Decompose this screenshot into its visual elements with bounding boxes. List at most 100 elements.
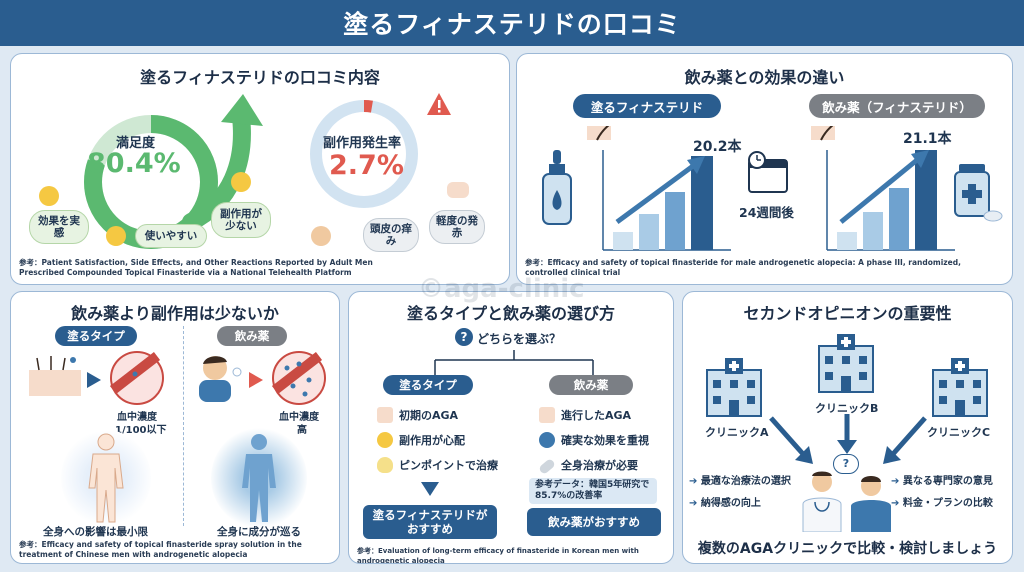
- convergence-arrows: [769, 414, 927, 464]
- left-point: ➔ 納得感の向上: [689, 498, 761, 509]
- dropper-bottle-icon: [542, 150, 572, 225]
- label-oral-type: 飲み薬: [217, 326, 287, 346]
- growth-bar: [639, 214, 659, 250]
- topical-value: 20.2本: [693, 139, 742, 155]
- panel-second-opinion-title: セカンドオピニオンの重要性: [743, 304, 952, 323]
- right-item: 確実な効果を重視: [539, 432, 649, 448]
- blood-vessel-icon: [271, 351, 326, 405]
- label-topical: 塗るフィナステリド: [573, 94, 721, 118]
- scalp-icon: [377, 407, 393, 423]
- panel-side-effects-ref: 参考：Efficacy and safety of topical finast…: [19, 540, 302, 559]
- left-item: 初期のAGA: [377, 407, 458, 423]
- doctor-icon: [802, 471, 842, 532]
- left-point: ➔ 最適な治療法の選択: [689, 476, 791, 487]
- decision-branch: [434, 350, 594, 378]
- label-topical-type: 塗るタイプ: [55, 326, 137, 346]
- person-taking-pill-icon: [199, 356, 242, 402]
- period-label: 24週間後: [739, 205, 794, 220]
- oral-value: 21.1本: [903, 131, 952, 147]
- panel-reviews-title: 塗るフィナステリドの口コミ内容: [140, 68, 380, 87]
- panel-efficacy-title: 飲み薬との効果の違い: [684, 68, 845, 87]
- left-caption: 全身への影響は最小限: [43, 526, 148, 538]
- arrow-right-icon: [249, 372, 263, 388]
- growth-bar: [665, 192, 685, 250]
- sad-face-icon: [311, 226, 331, 246]
- panel-side-effects: 飲み薬より副作用は少ないか 塗るタイプ 飲み薬 血中濃度 1/100以下 血中濃…: [10, 291, 340, 564]
- satisfaction-value: 80.4%: [87, 148, 181, 179]
- footer-message: 複数のAGAクリニックで比較・検討しましょう: [697, 541, 998, 557]
- growth-bar: [837, 232, 857, 250]
- right-point: ➔ 料金・プランの比較: [891, 498, 993, 509]
- topical-growth-chart: [587, 126, 731, 251]
- bubble-itch: 頭皮の痒み: [363, 218, 419, 252]
- left-item: ピンポイントで治療: [377, 457, 498, 473]
- oral-recommend-button[interactable]: 飲み薬がおすすめ: [527, 508, 661, 536]
- panel-side-effects-title: 飲み薬より副作用は少ないか: [71, 304, 279, 323]
- label-topical-choice: 塗るタイプ: [383, 375, 473, 395]
- human-body-icon: [88, 433, 124, 523]
- growth-bar: [613, 232, 633, 250]
- side-effect-label: 副作用発生率: [323, 136, 402, 151]
- panel-efficacy: 飲み薬との効果の違い 塗るフィナステリド 飲み薬（フィナステリド） 20.2本 …: [516, 53, 1013, 285]
- clinic-building-icon: [706, 358, 762, 417]
- right-caption: 全身に成分が巡る: [217, 526, 301, 538]
- clinic-c-label: クリニックC: [927, 426, 991, 439]
- panel-choice-title: 塗るタイプと飲み薬の選び方: [406, 304, 615, 323]
- speech-bubble-icon: ?: [833, 454, 859, 474]
- right-concentration-label: 血中濃度: [279, 412, 319, 423]
- panel-choice: 塗るタイプと飲み薬の選び方 ? どちらを選ぶ？ 塗るタイプ 飲み薬 初期のAGA…: [348, 291, 674, 564]
- divider: [183, 326, 184, 526]
- reference-note: 参考データ：韓国5年研究で85.7%の改善率: [529, 478, 657, 504]
- right-item: 進行したAGA: [539, 407, 631, 423]
- right-concentration-value: 高: [297, 425, 307, 436]
- human-body-icon: [242, 434, 276, 522]
- growth-bar: [915, 150, 937, 250]
- left-item: 副作用が心配: [377, 432, 465, 448]
- pill-bottle-icon: [954, 164, 1003, 222]
- right-point: ➔ 異なる専門家の意見: [891, 476, 993, 487]
- side-effect-ring: [310, 100, 418, 208]
- scalp-icon: [539, 407, 555, 423]
- panel-reviews: 塗るフィナステリドの口コミ内容 満足度 80.4% 効果を実感 使いやすい 副作…: [10, 53, 510, 285]
- lightbulb-icon: [377, 457, 393, 473]
- calendar-icon: [748, 151, 788, 193]
- topical-recommend-button[interactable]: 塗るフィナステリドがおすすめ: [363, 505, 497, 539]
- left-concentration-label: 血中濃度: [117, 412, 157, 423]
- panel-choice-ref: 参考：Evaluation of long-term efficacy of f…: [357, 547, 639, 564]
- question-icon: ?: [455, 328, 473, 346]
- clinic-a-label: クリニックA: [705, 426, 769, 439]
- smile-face-icon: [106, 226, 126, 246]
- left-concentration-value: 1/100以下: [115, 425, 167, 436]
- arrow-down-icon: [421, 482, 439, 496]
- clinic-building-icon: [818, 334, 874, 393]
- label-oral-choice: 飲み薬: [549, 375, 633, 395]
- question-text: どちらを選ぶ？: [477, 332, 562, 346]
- scalp-skin-icon: [29, 356, 81, 396]
- skin-icon: [447, 182, 469, 198]
- growth-bar: [863, 212, 883, 250]
- side-effect-value: 2.7%: [329, 150, 404, 181]
- panel-second-opinion: セカンドオピニオンの重要性 クリニックA クリニックB クリニックC ?: [682, 291, 1013, 564]
- bubble-redness: 軽度の発赤: [429, 210, 485, 244]
- panel-reviews-ref: 参考：Patient Satisfaction, Side Effects, a…: [19, 258, 373, 277]
- label-oral: 飲み薬（フィナステリド）: [809, 94, 985, 118]
- growth-bar: [691, 156, 713, 250]
- growth-bar: [889, 188, 909, 250]
- warning-icon: [427, 93, 451, 115]
- bubble-easy: 使いやすい: [135, 224, 207, 248]
- satisfaction-label: 満足度: [116, 136, 156, 151]
- watermark: ©aga-clinic: [418, 274, 585, 304]
- panel-efficacy-ref: 参考：Efficacy and safety of topical finast…: [525, 258, 961, 277]
- right-item: 全身治療が必要: [537, 457, 638, 476]
- worried-face-icon: [377, 432, 393, 448]
- clinic-building-icon: [932, 358, 988, 417]
- check-circle-icon: [539, 432, 555, 448]
- capsule-icon: [537, 457, 557, 476]
- clinic-b-label: クリニックB: [815, 402, 879, 415]
- smile-face-icon: [231, 172, 251, 192]
- bubble-effect: 効果を実感: [29, 210, 89, 244]
- bubble-few-side-effects: 副作用が少ない: [211, 202, 271, 238]
- arrow-right-icon: [87, 372, 101, 388]
- page-title: 塗るフィナステリドの口コミ: [343, 10, 681, 39]
- blood-vessel-icon: [109, 351, 164, 405]
